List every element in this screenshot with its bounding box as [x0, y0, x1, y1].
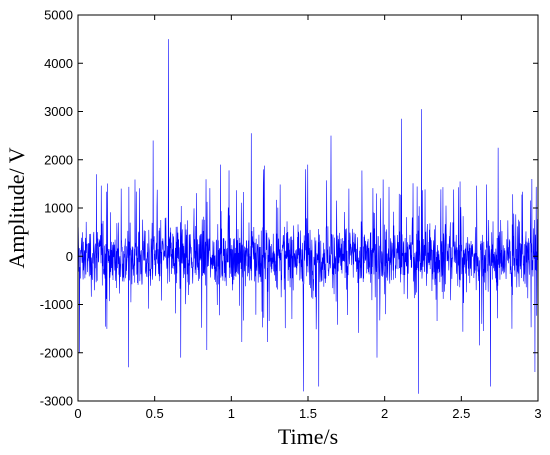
y-tick-label: 4000: [44, 56, 73, 71]
y-tick-label: -1000: [40, 297, 73, 312]
y-tick-label: 3000: [44, 104, 73, 119]
x-tick-label: 0.5: [146, 406, 164, 421]
x-tick-label: 1.5: [299, 406, 317, 421]
signal-series-line: [77, 39, 539, 394]
y-tick-label: -3000: [40, 394, 73, 409]
y-tick-label: -2000: [40, 345, 73, 360]
y-axis-label: Amplitude/ V: [4, 147, 29, 268]
y-tick-label: 0: [66, 249, 73, 264]
y-tick-label: 5000: [44, 8, 73, 23]
y-tick-label: 2000: [44, 152, 73, 167]
ticks-layer: 0 0.5 1 1.5 2 2.5 3 -3000 -2000 -1000 0 1000 2000 300…: [40, 8, 542, 422]
x-axis-label: Time/s: [278, 424, 338, 449]
x-tick-label: 2.5: [452, 406, 470, 421]
x-tick-label: 0: [74, 406, 81, 421]
y-tick-label: 1000: [44, 201, 73, 216]
x-tick-label: 2: [381, 406, 388, 421]
x-tick-label: 1: [228, 406, 235, 421]
x-tick-label: 3: [534, 406, 541, 421]
series-layer: [77, 39, 539, 394]
